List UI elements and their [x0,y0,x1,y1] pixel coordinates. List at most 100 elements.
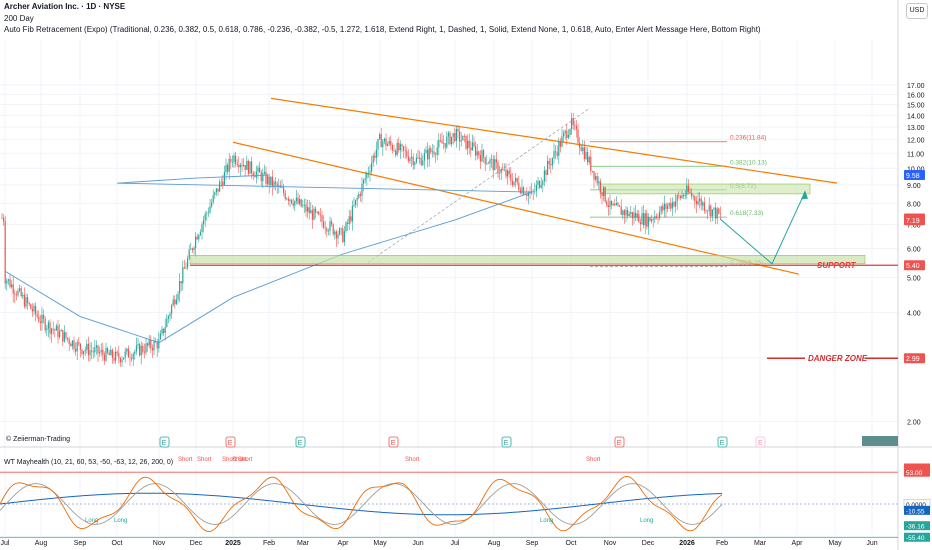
candle-body [212,195,214,203]
candle-body [547,160,549,175]
candle-body [393,150,395,151]
earnings-marker-label: E [162,440,167,447]
candle-body [244,165,246,170]
candle-body [15,294,17,296]
short-signal-label: Short [232,457,247,463]
candle-body [99,352,101,354]
earnings-marker [717,436,728,448]
candle-body [614,204,616,206]
candle-body [428,148,430,160]
candle-body [662,206,664,211]
candle-body [249,161,251,174]
candle-body [236,163,238,165]
candle-body [391,144,393,151]
candle-body [54,329,56,331]
candle-body [51,328,53,334]
candle-body [374,155,376,158]
candle-body [129,357,131,359]
currency-button[interactable]: USD [906,3,928,19]
candle-body [619,205,621,207]
candle-body [239,164,241,168]
wt-indicator: WT Mayhealth (10, 21, 60, 53, -50, -63, … [0,457,931,542]
candle-body [644,213,646,226]
wt-level-tag [904,532,930,542]
candle-body [17,290,19,296]
candle-body [223,172,225,186]
long-signal-label: Long [640,518,653,524]
candle-body [553,151,555,159]
candle-body [716,208,718,219]
candle-body [412,156,414,165]
indicator-label: WT Mayhealth (10, 21, 60, 53, -50, -63, … [4,459,173,466]
candle-body [398,142,400,151]
candle-body [150,339,152,348]
candle-body [222,181,224,186]
candle-body [699,198,701,201]
candle-body [283,187,285,193]
candle-body [575,125,577,130]
candle-body [483,150,485,158]
candle-body [535,184,537,191]
channel-lines [232,97,838,275]
sma-legend: 200 Day [4,14,34,23]
candle-body [97,345,99,354]
candle-body [561,136,563,147]
time-tick-label: Apr [338,540,350,547]
candle-body [275,181,277,184]
candle-body [204,213,206,221]
candle-body [49,322,51,334]
candle-body [420,157,422,166]
candle-body [139,344,141,356]
price-tick-label: 4.00 [907,310,921,317]
candle-body [583,147,585,160]
candle-body [207,212,209,214]
projection-arrowhead [801,190,808,200]
candle-body [707,210,709,212]
candle-body [558,141,560,156]
candle-body [161,328,163,334]
candle-body [676,195,678,202]
candle-body [647,217,649,227]
candle-body [390,141,392,145]
candle-body [198,235,200,240]
candle-body [62,329,64,342]
candle-body [75,348,77,352]
candle-body [527,192,529,196]
dashed-fib-anchor-line [367,108,590,263]
candle-body [715,207,717,219]
candle-body [22,294,24,297]
candle-body [417,157,419,159]
candle-body [476,151,478,156]
time-tick-label: Oct [566,540,577,547]
candle-body [175,299,177,305]
support-zone [189,255,866,265]
candle-body [132,354,134,360]
candle-body [611,200,613,206]
candle-body [230,158,232,163]
short-signal-label: Short [178,457,193,463]
candle-body [143,351,145,353]
candle-body [243,165,245,167]
candle-body [105,348,107,361]
candle-body [52,328,54,330]
candle-body [156,342,158,349]
wt-signal-line [0,483,723,525]
candles [1,112,721,367]
channel-upper-line [270,97,838,184]
candle-body [638,213,640,223]
candle-body [79,343,81,350]
watermark: © Zeiierman-Trading [6,435,70,443]
candle-body [342,228,344,243]
resistance-zone [599,183,811,195]
candle-body [326,228,328,232]
price-tick-label: 11.00 [907,151,924,158]
candle-body [446,136,448,148]
volume-badge [862,436,898,446]
candle-body [486,163,488,164]
wt-level-label: -10.55 [906,508,925,515]
candle-body [44,318,46,331]
time-tick-label: Nov [604,540,617,547]
candle-body [444,143,446,148]
candle-body [39,321,41,323]
